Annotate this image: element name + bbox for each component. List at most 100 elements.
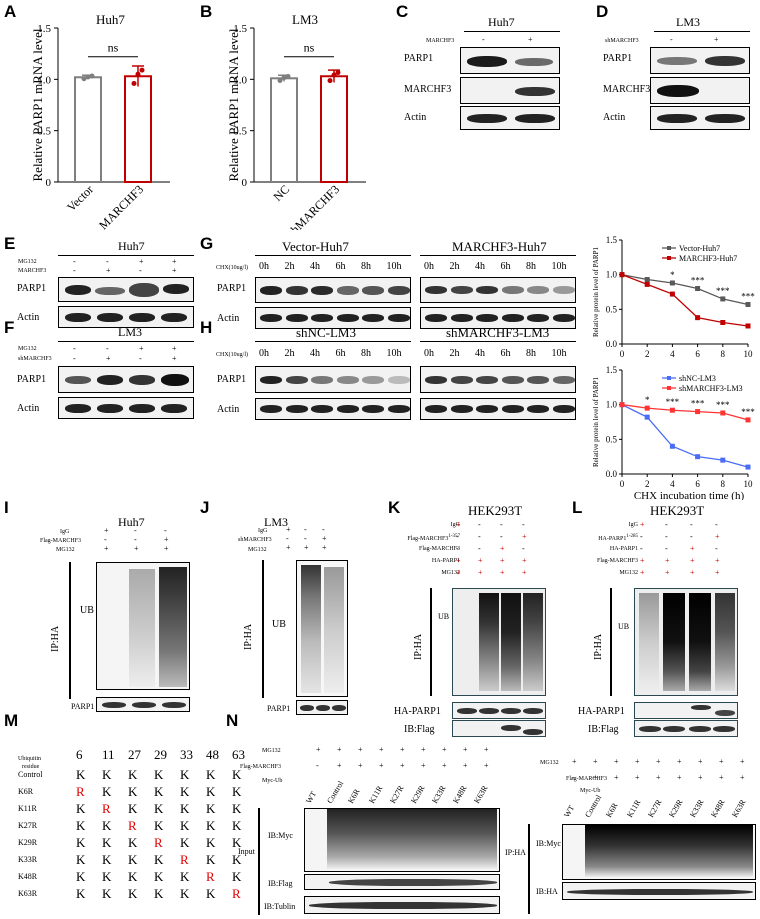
blot-j-title: LM3 [264,515,288,529]
blot-d-sign-1: - [670,35,673,44]
blot-k-haparp1 [452,702,546,719]
lane-label: K33R [688,797,706,819]
y-tick-label: 1.0 [233,74,247,86]
residue: K [128,852,138,867]
treatment-label: IgG [628,522,638,528]
series-point [720,296,726,302]
n-left-myc [304,808,500,872]
series-point [695,315,701,321]
residue: K [128,784,138,799]
residue-position: 48 [206,747,219,762]
data-point [331,72,337,78]
lane-label: K6R [346,787,362,805]
blot-j-signs: + - - - - + + + + [278,526,346,556]
blot-f-actin [58,397,194,419]
line-chart-lm3-stability: 0.0 0.5 1.0 1.5 0 2 4 6 8 10 Relative protein leve… [592,365,755,500]
data-point [281,75,287,81]
band [476,314,498,322]
blot-l-ub-label: UB [618,622,630,631]
sign: - [456,544,459,553]
time-label: 2h [284,261,295,272]
blot-d-title: LM3 [676,15,700,29]
mutant-name: K11R [18,804,37,813]
blot-h-group2-line [420,341,576,342]
blot-e-title-line [58,255,194,256]
band [501,314,524,322]
sign: - [572,773,575,782]
panel-label-f: F [4,318,15,337]
lane-label: Control [583,793,604,819]
y-tick-label: 1.5 [606,235,618,245]
residue: K [76,886,86,901]
series-point [619,402,625,408]
sign: + [719,773,724,782]
sign: + [698,773,703,782]
n-right-bar [528,824,530,914]
residue: K [206,801,216,816]
sign: - [665,544,668,553]
y-tick-label: 0 [46,177,52,189]
blot-c-row-1: PARP1 [404,53,434,64]
time-label: 4h [310,348,320,359]
band [362,405,384,413]
e-s02: + [139,257,144,266]
sign: - [640,532,643,541]
lane-label: K6R [604,801,620,819]
band [260,286,282,295]
blot-i-row: PARP1 [71,702,95,711]
j-treat-1: shMARCHF3 [238,537,272,543]
blot-i-signs: + - - - - + + + + [96,527,190,557]
sign: - [665,520,668,529]
sign: + [358,745,363,754]
blot-f-title: LM3 [118,325,142,339]
x-tick-label: NC [270,182,292,204]
panel-label-i: I [4,498,9,517]
sign: + [500,568,505,577]
blot-h-row-1: PARP1 [217,374,247,385]
panel-label-g: G [200,234,214,253]
residue: R [232,886,241,901]
y-tick-label: 0 [242,177,248,189]
residue: K [76,852,86,867]
band [285,286,308,295]
series-point [669,407,675,413]
x-tick-label: 10 [744,349,754,358]
band [527,286,549,294]
y-tick-label: 1.0 [606,400,618,410]
data-point [85,74,91,80]
treatment-label: HA-PARP11-285 [598,534,638,542]
band [285,376,308,384]
mutant-name: K33R [18,855,38,864]
lane-label: K63R [730,797,748,819]
blot-j-ip-bar [262,560,264,698]
e-s12: - [139,266,142,275]
sign: + [379,745,384,754]
blot-d-row-3: Actin [603,112,626,123]
sign: + [400,745,405,754]
residue: R [180,852,189,867]
residue: K [102,869,112,884]
n-right-ha [562,882,756,900]
n-right-treats: MG132 Flag-MARCHF3 Myc-Ub + + + + + + + + + - + + + + + + +… [540,758,760,820]
residue: K [232,818,242,833]
blot-i-ip-bar [69,562,71,699]
band [527,314,549,322]
residue-position: 6 [76,747,83,762]
sign: + [740,773,745,782]
residue: K [102,818,112,833]
series-point [745,301,751,307]
band [450,376,473,384]
blot-h-group1-line [255,341,411,342]
blot-e-treat2: MARCHF3 [18,268,47,274]
time-label: 4h [310,261,320,272]
lane-label: K27R [646,797,664,819]
band [552,286,575,294]
blot-c-row-2: MARCHF3 [404,84,452,95]
residue: K [180,801,190,816]
sign: + [640,556,645,565]
sign: + [635,773,640,782]
x-tick-label: 0 [620,349,625,358]
residue: K [76,869,86,884]
blot-e-row-1: PARP1 [17,283,47,294]
treatment-label: MG132 [441,570,460,576]
